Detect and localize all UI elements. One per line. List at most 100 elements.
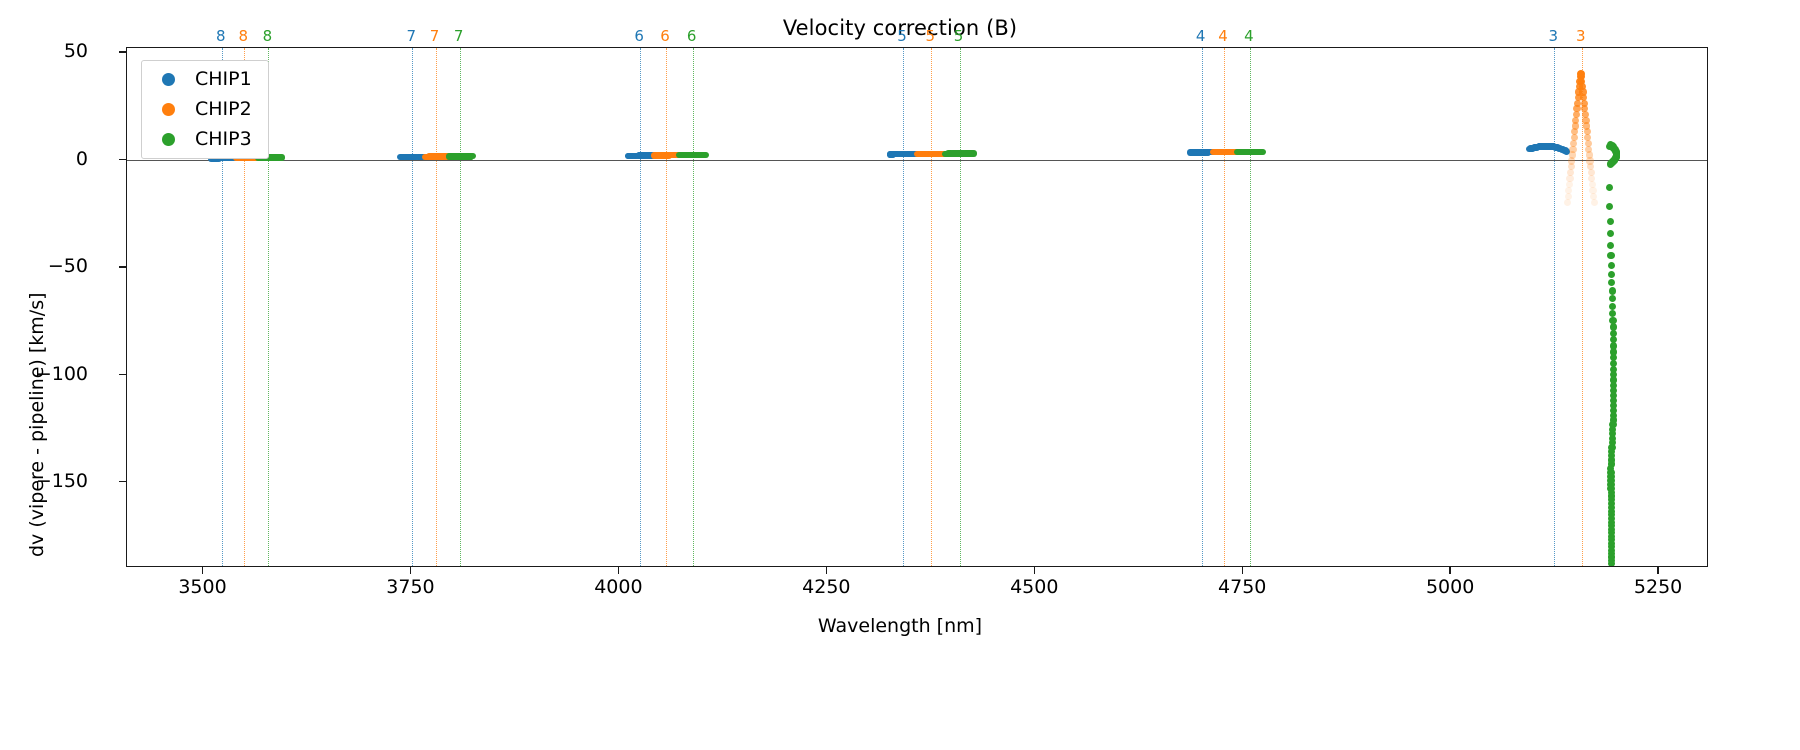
data-point xyxy=(946,150,953,157)
data-point xyxy=(1233,148,1240,156)
data-point xyxy=(1533,143,1541,151)
data-point xyxy=(1530,144,1538,152)
data-point xyxy=(670,152,677,159)
data-point xyxy=(1608,142,1616,150)
data-point xyxy=(1241,148,1249,156)
data-point xyxy=(888,151,895,158)
legend-item-chip1[interactable]: CHIP1 xyxy=(154,70,252,89)
order-number-label: 7 xyxy=(406,27,417,45)
data-point xyxy=(1579,88,1587,96)
data-point xyxy=(626,152,633,160)
data-point xyxy=(907,150,914,158)
data-point xyxy=(1564,199,1572,207)
data-point xyxy=(468,153,475,160)
legend-item-chip3[interactable]: CHIP3 xyxy=(154,130,252,149)
data-point xyxy=(1202,149,1210,156)
data-point xyxy=(1613,151,1621,159)
data-point xyxy=(451,153,459,160)
data-point xyxy=(1587,163,1595,171)
data-point xyxy=(465,153,472,160)
data-point xyxy=(1607,159,1615,168)
order-number-label: 4 xyxy=(1195,27,1206,45)
data-point xyxy=(1608,434,1617,442)
data-point xyxy=(1609,144,1618,152)
data-point xyxy=(1232,148,1239,156)
data-point xyxy=(1206,149,1214,156)
data-point xyxy=(1607,503,1615,511)
data-point xyxy=(1612,148,1620,156)
data-point xyxy=(1259,148,1266,155)
data-point xyxy=(652,152,660,159)
data-point xyxy=(1609,430,1617,438)
order-guide-line-7-chip1 xyxy=(412,48,414,566)
order-guide-line-6-chip1 xyxy=(640,48,642,566)
data-point xyxy=(667,152,675,159)
data-point xyxy=(961,150,968,157)
data-point xyxy=(694,151,702,159)
x-tick-label: 3500 xyxy=(178,576,227,598)
data-point xyxy=(919,150,926,158)
data-point xyxy=(1543,142,1550,150)
legend-item-chip2[interactable]: CHIP2 xyxy=(154,100,252,119)
data-point xyxy=(1214,148,1221,156)
order-number-label: 4 xyxy=(1244,27,1254,45)
data-point xyxy=(1607,488,1615,496)
data-point xyxy=(1581,110,1589,119)
data-point xyxy=(895,151,902,158)
data-point xyxy=(1531,144,1539,151)
data-point xyxy=(646,152,653,159)
data-point xyxy=(1207,149,1215,156)
order-number-label: 3 xyxy=(1575,27,1586,45)
data-point xyxy=(967,150,974,157)
data-point xyxy=(1256,148,1263,155)
data-point xyxy=(682,151,689,159)
data-point xyxy=(677,152,684,159)
data-point xyxy=(656,152,664,159)
data-point xyxy=(1559,146,1567,154)
y-tick-label: −50 xyxy=(47,255,88,278)
data-point xyxy=(964,150,971,157)
data-point xyxy=(1219,148,1227,156)
data-point xyxy=(1189,149,1197,156)
data-point xyxy=(1608,560,1616,566)
data-point xyxy=(658,152,665,159)
data-point xyxy=(903,150,910,158)
data-point xyxy=(1558,145,1566,153)
data-point xyxy=(1609,323,1617,331)
x-tick-mark xyxy=(1449,567,1451,574)
order-guide-line-4-chip2 xyxy=(1224,48,1226,566)
data-point xyxy=(1609,316,1617,324)
data-point xyxy=(960,150,967,157)
data-point xyxy=(1234,148,1241,156)
x-tick-label: 4750 xyxy=(1218,576,1267,598)
data-point xyxy=(1607,522,1616,530)
data-point xyxy=(1607,472,1615,480)
legend-marker-icon xyxy=(162,133,175,146)
zero-reference-line xyxy=(127,159,1707,161)
data-point xyxy=(464,153,471,160)
data-point xyxy=(1250,148,1257,156)
data-point xyxy=(1225,148,1232,156)
data-point xyxy=(1259,148,1267,155)
data-point xyxy=(942,150,949,157)
data-point xyxy=(940,150,947,157)
data-point xyxy=(1609,329,1617,338)
data-point xyxy=(1257,148,1264,155)
data-point xyxy=(702,151,710,159)
data-point xyxy=(1582,122,1591,130)
data-point xyxy=(937,150,944,157)
order-number-label: 8 xyxy=(238,27,249,45)
data-point xyxy=(1560,146,1568,154)
data-point xyxy=(1585,151,1594,159)
data-point xyxy=(1238,148,1246,156)
order-number-label: 5 xyxy=(897,27,907,45)
data-point xyxy=(643,152,651,159)
legend[interactable]: CHIP1 CHIP2 CHIP3 xyxy=(141,60,269,159)
data-point xyxy=(1606,230,1615,238)
data-point xyxy=(932,150,940,157)
data-point xyxy=(1189,149,1196,156)
data-point xyxy=(947,150,954,157)
data-point xyxy=(943,150,950,157)
data-point xyxy=(923,150,930,158)
plot-axes xyxy=(126,47,1708,567)
